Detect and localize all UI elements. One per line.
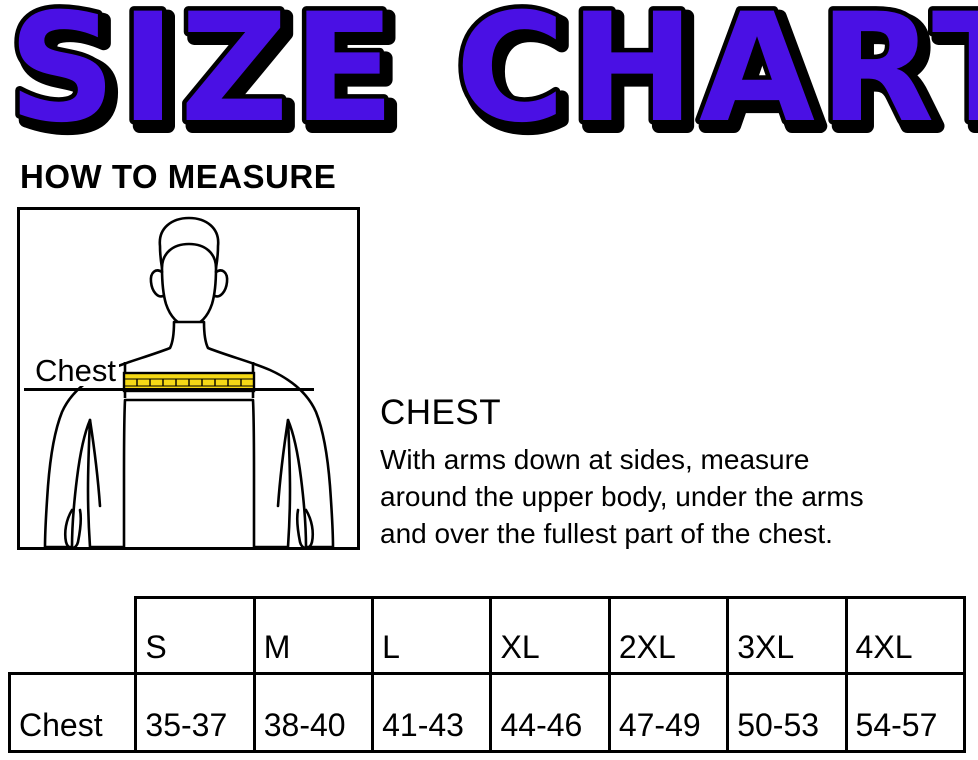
chest-description-line-2: around the upper body, under the arms [380, 480, 864, 512]
table-header-xl: XL [489, 596, 611, 675]
chest-description-line-1: With arms down at sides, measure [380, 443, 810, 475]
cell-chest-3xl: 50-53 [726, 672, 848, 753]
right-ear [213, 269, 229, 298]
left-ear [149, 269, 165, 298]
chest-leader-line [24, 388, 314, 391]
table-header-4xl: 4XL [844, 596, 967, 675]
how-to-measure-heading: HOW TO MEASURE [20, 158, 337, 195]
left-hand-detail [63, 508, 83, 547]
table-header-2xl: 2XL [607, 596, 730, 675]
row-label-chest: Chest [7, 672, 138, 753]
table-corner-blank [10, 598, 136, 674]
cell-chest-xl: 44-46 [489, 672, 611, 753]
cell-chest-m: 38-40 [252, 672, 375, 753]
table-header-row: S M L XL 2XL 3XL 4XL [10, 596, 967, 675]
table-header-s: S [134, 596, 256, 675]
left-arm-inner-line [88, 418, 102, 508]
chest-callout-label: Chest [32, 355, 119, 386]
cell-chest-2xl: 47-49 [607, 672, 730, 753]
title-face-layer: SIZE CHART [8, 0, 978, 150]
head-shape [160, 242, 218, 328]
size-chart-title-graphic: .ttl-shadow { font-family: "DejaVu Sans"… [4, 0, 978, 150]
chest-description-line-3: and over the fullest part of the chest. [380, 517, 833, 549]
table-header-m: M [252, 596, 375, 675]
page-title: .ttl-shadow { font-family: "DejaVu Sans"… [0, 0, 978, 150]
measuring-tape-icon [122, 371, 256, 393]
cell-chest-s: 35-37 [134, 672, 256, 753]
right-hand-detail [295, 508, 315, 547]
chest-description-heading: CHEST [380, 393, 502, 432]
right-arm-inner-line [276, 418, 290, 508]
table-row-chest: Chest 35-37 38-40 41-43 44-46 47-49 50-5… [7, 672, 967, 753]
cell-chest-4xl: 54-57 [844, 672, 967, 753]
cell-chest-l: 41-43 [371, 672, 493, 753]
table-header-l: L [371, 596, 493, 675]
chest-description-block: CHEST With arms down at sides, measure a… [380, 393, 970, 553]
table-header-3xl: 3XL [726, 596, 848, 675]
size-chart-table: S M L XL 2XL 3XL 4XL Chest 35-37 38-40 4… [7, 596, 967, 753]
title-shadow-layer: SIZE CHART [14, 0, 978, 150]
torso-figure [43, 216, 335, 547]
